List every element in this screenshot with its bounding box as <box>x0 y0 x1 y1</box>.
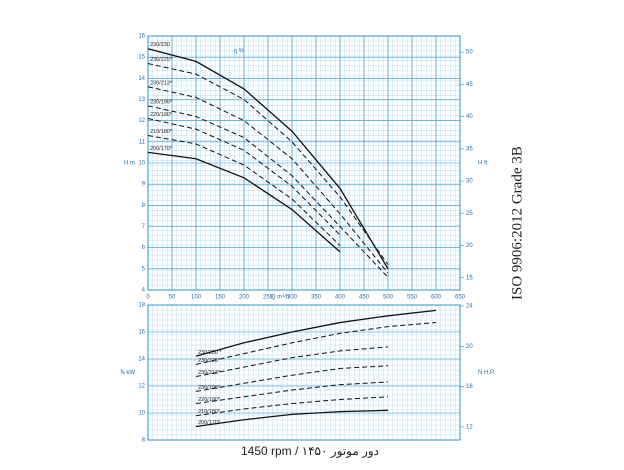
y2-tick-label: 35 <box>466 146 473 152</box>
series-line <box>147 48 389 270</box>
series-label: 230/213* <box>198 370 221 376</box>
y-tick-label: 7 <box>142 224 146 230</box>
series-line <box>195 365 389 392</box>
y2-tick-label: 40 <box>466 114 473 120</box>
series-label: 230/213* <box>150 80 173 86</box>
series-label: 220/190* <box>198 397 221 403</box>
footer: 1450 rpm / ۱۴۵۰ دور موتور <box>241 444 379 458</box>
y-tick-label: 16 <box>138 34 145 40</box>
series-label: 230/230 <box>150 42 170 48</box>
series-line <box>147 151 341 253</box>
y-tick-label: 12 <box>138 384 145 390</box>
series-line <box>147 118 341 236</box>
x-tick-label: 350 <box>311 295 322 301</box>
series-label: 230/196* <box>198 385 221 391</box>
y2-tick-label: 20 <box>466 344 473 350</box>
series-line <box>147 86 389 274</box>
x-tick-label: 450 <box>359 295 370 301</box>
y-tick-label: 9 <box>142 182 146 188</box>
y2-tick-label: 30 <box>466 179 473 185</box>
y-axis-label: H m <box>124 161 135 167</box>
series-line <box>195 381 389 405</box>
y-tick-label: 14 <box>138 357 145 363</box>
series-line <box>195 396 389 417</box>
y2-axis-label: H ft <box>478 161 488 167</box>
annotation: η % <box>234 48 245 54</box>
x-tick-label: 400 <box>335 295 346 301</box>
series-label: 210/180* <box>198 409 221 415</box>
x-tick-label: 150 <box>215 295 226 301</box>
y-tick-label: 5 <box>142 266 146 272</box>
series-label: 220/190* <box>150 112 173 118</box>
y-tick-label: 6 <box>142 245 146 251</box>
series-label: 210/180* <box>150 129 173 135</box>
series-label: 200/170* <box>150 146 173 152</box>
series-line <box>195 322 437 365</box>
series-line <box>195 309 437 357</box>
x-tick-label: 300 <box>287 295 298 301</box>
y-tick-label: 10 <box>138 411 145 417</box>
x-tick-label: 550 <box>407 295 418 301</box>
y-tick-label: 4 <box>142 288 146 294</box>
y2-tick-label: 20 <box>466 243 473 249</box>
series-line <box>147 63 389 265</box>
y2-tick-label: 16 <box>466 384 473 390</box>
y2-tick-label: 12 <box>466 424 473 430</box>
x-tick-label: 500 <box>383 295 394 301</box>
y-tick-label: 13 <box>138 97 145 103</box>
x-tick-label: 200 <box>239 295 250 301</box>
y-axis-label: N kW <box>120 370 135 376</box>
plot-area <box>147 304 461 441</box>
x-axis-label: Q m³/h <box>271 295 289 301</box>
x-tick-label: 50 <box>169 295 176 301</box>
y2-axis-label: N H.P. <box>478 370 495 376</box>
series-line <box>147 105 389 278</box>
y2-tick-label: 45 <box>466 82 473 88</box>
y-tick-label: 10 <box>138 161 145 167</box>
y2-tick-label: 15 <box>466 275 473 281</box>
y-tick-label: 16 <box>138 330 145 336</box>
series-label: 230/196* <box>150 99 173 105</box>
x-tick-label: 250 <box>263 295 274 301</box>
y-tick-label: 18 <box>138 303 145 309</box>
y2-tick-label: 24 <box>466 304 473 310</box>
y-tick-label: 15 <box>138 55 145 61</box>
y2-tick-label: 25 <box>466 211 473 217</box>
series-line <box>147 134 341 246</box>
series-label: 200/170* <box>198 420 221 426</box>
x-tick-label: 650 <box>455 295 466 301</box>
y-tick-label: 11 <box>139 139 146 145</box>
series-label: 230/225* <box>198 358 221 364</box>
y-tick-label: 8 <box>142 438 146 444</box>
y-tick-label: 12 <box>138 118 145 124</box>
series-line <box>195 346 389 378</box>
series-label: 230/225* <box>150 57 173 63</box>
series-line <box>195 409 389 428</box>
standard: ISO 9906:2012 Grade 3B <box>509 146 525 300</box>
y-tick-label: 14 <box>138 76 145 82</box>
x-tick-label: 600 <box>431 295 442 301</box>
y2-tick-label: 50 <box>466 50 473 56</box>
series-label: 230/230 * <box>198 350 222 356</box>
y-tick-label: 8 <box>142 203 146 209</box>
x-tick-label: 0 <box>146 295 150 301</box>
x-tick-label: 100 <box>191 295 202 301</box>
